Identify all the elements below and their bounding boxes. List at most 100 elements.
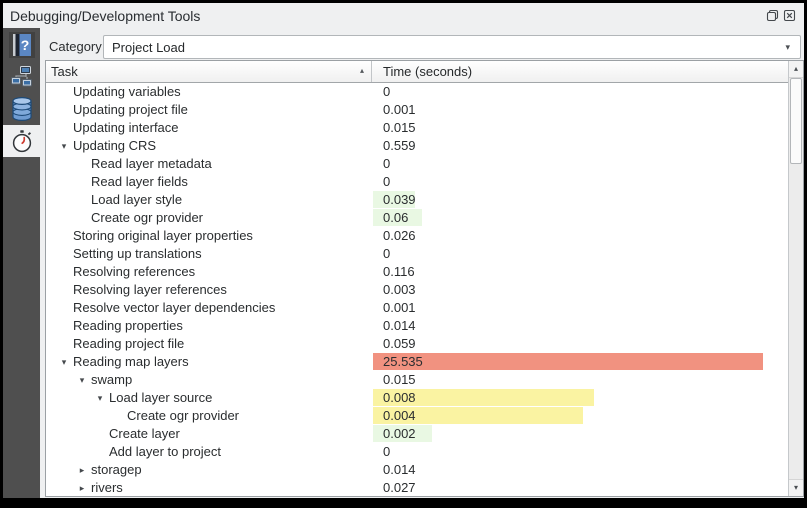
task-label: Reading properties — [73, 318, 183, 333]
task-cell: Resolving references — [46, 263, 372, 281]
time-cell: 0.06 — [372, 209, 788, 227]
table-body: Updating variables 0 Updating project fi… — [46, 83, 788, 496]
task-label: Resolve vector layer dependencies — [73, 300, 276, 315]
column-header-time[interactable]: Time (seconds) — [372, 61, 788, 82]
column-header-task[interactable]: Task ▴ — [46, 61, 372, 82]
table-row[interactable]: Create ogr provider 0.06 — [46, 209, 788, 227]
task-cell: ▾ Load layer source — [46, 389, 372, 407]
task-label: Updating project file — [73, 102, 188, 117]
window-frame: Debugging/Development Tools ? — [3, 3, 804, 498]
category-select[interactable]: Project Load ▾ — [103, 35, 801, 59]
column-header-task-label: Task — [51, 64, 78, 79]
table-row[interactable]: ▾ Load layer source 0.008 — [46, 389, 788, 407]
time-value: 0.027 — [383, 480, 416, 495]
table-row[interactable]: Setting up translations 0 — [46, 245, 788, 263]
table-row[interactable]: Resolve vector layer dependencies 0.001 — [46, 299, 788, 317]
task-cell: Create ogr provider — [46, 209, 372, 227]
table-row[interactable]: Add layer to project 0 — [46, 443, 788, 461]
sidebar-item-network-logger[interactable] — [3, 61, 40, 93]
expand-triangle-icon[interactable]: ▾ — [97, 393, 103, 403]
time-heat-bar — [373, 407, 584, 424]
task-cell: Updating project file — [46, 101, 372, 119]
time-heat-bar — [373, 425, 432, 442]
table-row[interactable]: Create layer 0.002 — [46, 425, 788, 443]
time-value: 0.001 — [383, 102, 416, 117]
time-heat-bar — [373, 353, 764, 370]
scroll-up-button[interactable]: ▴ — [789, 61, 803, 78]
time-cell: 0.015 — [372, 119, 788, 137]
float-window-button[interactable] — [765, 8, 780, 23]
time-value: 0.559 — [383, 138, 416, 153]
task-cell: ▾ Updating CRS — [46, 137, 372, 155]
expand-triangle-icon[interactable]: ▾ — [61, 357, 67, 367]
vertical-scrollbar[interactable]: ▴ ▾ — [788, 61, 803, 496]
chevron-down-icon: ▾ — [785, 41, 790, 52]
time-cell: 0.008 — [372, 389, 788, 407]
time-cell: 0.003 — [372, 281, 788, 299]
task-cell: Resolving layer references — [46, 281, 372, 299]
close-button[interactable] — [782, 8, 797, 23]
sidebar-item-help[interactable]: ? — [3, 29, 40, 61]
time-value: 0 — [383, 444, 391, 459]
time-heat-bar — [373, 389, 594, 406]
time-cell: 0.015 — [372, 371, 788, 389]
table-row[interactable]: Resolving references 0.116 — [46, 263, 788, 281]
time-cell: 0.002 — [372, 425, 788, 443]
panel-main: Category Project Load ▾ Task ▴ Time (sec… — [40, 28, 804, 498]
sort-ascending-icon: ▴ — [359, 66, 364, 75]
time-cell: 0 — [372, 173, 788, 191]
table-row[interactable]: ▾ Updating CRS 0.559 — [46, 137, 788, 155]
task-label: Updating CRS — [73, 138, 157, 153]
table-row[interactable]: Storing original layer properties 0.026 — [46, 227, 788, 245]
table-row[interactable]: Reading project file 0.059 — [46, 335, 788, 353]
titlebar: Debugging/Development Tools — [3, 3, 804, 28]
table-row[interactable]: ▾ swamp 0.015 — [46, 371, 788, 389]
sidebar-item-profiler[interactable] — [3, 125, 40, 157]
scrollbar-thumb[interactable] — [790, 78, 802, 164]
task-cell: Create layer — [46, 425, 372, 443]
time-value: 0 — [383, 174, 391, 189]
time-value: 0.014 — [383, 462, 416, 477]
expand-triangle-icon[interactable]: ▾ — [61, 141, 67, 151]
expand-triangle-icon[interactable]: ▸ — [79, 483, 85, 493]
task-label: Reading map layers — [73, 354, 189, 369]
category-label: Category — [49, 39, 102, 54]
task-label: swamp — [91, 372, 133, 387]
time-value: 0.039 — [383, 192, 416, 207]
table-row[interactable]: Updating interface 0.015 — [46, 119, 788, 137]
table-row[interactable]: ▸ rivers 0.027 — [46, 479, 788, 496]
stopwatch-icon — [12, 130, 31, 153]
table-header: Task ▴ Time (seconds) — [46, 61, 788, 83]
task-label: Add layer to project — [109, 444, 222, 459]
time-value: 0.015 — [383, 120, 416, 135]
time-value: 0.003 — [383, 282, 416, 297]
network-icon — [10, 66, 32, 87]
table-row[interactable]: Read layer metadata 0 — [46, 155, 788, 173]
category-row: Category Project Load ▾ — [40, 35, 804, 59]
help-book-icon: ? — [8, 32, 35, 58]
expand-triangle-icon[interactable]: ▾ — [79, 375, 85, 385]
table-row[interactable]: Updating project file 0.001 — [46, 101, 788, 119]
sidebar-item-query-logger[interactable] — [3, 93, 40, 125]
time-cell: 0.039 — [372, 191, 788, 209]
table-row[interactable]: Read layer fields 0 — [46, 173, 788, 191]
task-cell: Read layer fields — [46, 173, 372, 191]
time-cell: 0.014 — [372, 461, 788, 479]
category-selected-value: Project Load — [112, 39, 185, 55]
time-cell: 25.535 — [372, 353, 788, 371]
table-row[interactable]: Reading properties 0.014 — [46, 317, 788, 335]
table-row[interactable]: ▾ Reading map layers 25.535 — [46, 353, 788, 371]
task-label: Setting up translations — [73, 246, 202, 261]
expand-triangle-icon[interactable]: ▸ — [79, 465, 85, 475]
table-row[interactable]: ▸ storagep 0.014 — [46, 461, 788, 479]
database-icon — [11, 96, 32, 121]
scroll-down-button[interactable]: ▾ — [789, 479, 803, 496]
task-label: Storing original layer properties — [73, 228, 253, 243]
table-row[interactable]: Load layer style 0.039 — [46, 191, 788, 209]
time-cell: 0 — [372, 155, 788, 173]
time-value: 0 — [383, 246, 391, 261]
table-row[interactable]: Updating variables 0 — [46, 83, 788, 101]
task-cell: Storing original layer properties — [46, 227, 372, 245]
table-row[interactable]: Resolving layer references 0.003 — [46, 281, 788, 299]
table-row[interactable]: Create ogr provider 0.004 — [46, 407, 788, 425]
